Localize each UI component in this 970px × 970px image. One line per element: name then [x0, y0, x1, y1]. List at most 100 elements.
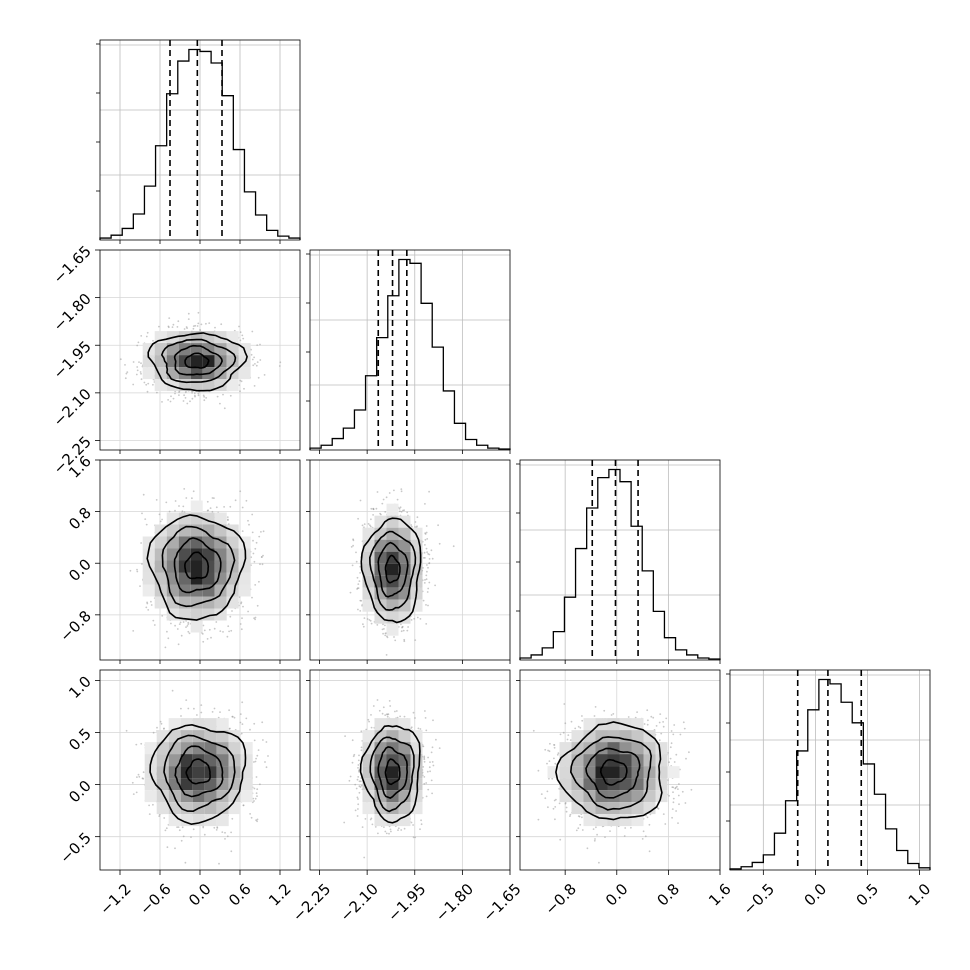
- sample-point: [228, 630, 231, 633]
- sample-point: [427, 587, 430, 590]
- sample-point: [384, 714, 387, 716]
- sample-point: [213, 826, 216, 829]
- sample-point: [182, 621, 185, 623]
- sample-point: [419, 828, 421, 831]
- sample-point: [158, 513, 161, 516]
- sample-point: [367, 523, 370, 525]
- sample-point: [259, 563, 261, 566]
- sample-point: [424, 538, 427, 541]
- density-cell: [240, 754, 253, 767]
- sample-point: [424, 579, 426, 581]
- density-cell: [386, 623, 399, 636]
- density-cell: [362, 527, 375, 540]
- density-cell: [180, 802, 193, 815]
- sample-point: [670, 730, 673, 732]
- sample-point: [205, 397, 208, 399]
- sample-point: [190, 836, 192, 838]
- sample-point: [420, 819, 422, 822]
- sample-point: [171, 689, 174, 692]
- density-cell: [362, 599, 375, 612]
- sample-point: [251, 358, 254, 361]
- density-cell: [559, 766, 572, 779]
- hist-line-2: [519, 468, 721, 660]
- density-cell: [362, 730, 375, 743]
- sample-point: [410, 821, 413, 824]
- sample-point: [548, 760, 551, 762]
- sample-point: [452, 545, 455, 548]
- y-tick-label-3-1: 0.0: [65, 777, 95, 807]
- sample-point: [169, 400, 172, 403]
- x-tick-label-0-3: 0.6: [225, 880, 255, 910]
- density-cell: [238, 584, 251, 597]
- density-cell: [142, 367, 155, 380]
- density-cell: [214, 524, 227, 537]
- sample-point: [426, 591, 429, 593]
- sample-point: [139, 371, 142, 373]
- sample-point: [424, 532, 427, 534]
- sample-point: [253, 356, 256, 359]
- sample-point: [253, 385, 256, 387]
- sample-point: [229, 394, 232, 397]
- sample-point: [147, 609, 150, 611]
- sample-point: [427, 604, 429, 607]
- sample-point: [253, 722, 256, 725]
- sample-point: [141, 563, 143, 565]
- contour-2: [369, 736, 415, 813]
- sample-point: [176, 628, 179, 630]
- sample-point: [239, 721, 242, 724]
- density-cell: [238, 367, 251, 380]
- y-tick-label-3-0: −0.5: [56, 829, 94, 867]
- sample-point: [362, 625, 365, 628]
- density-cell: [178, 608, 191, 621]
- sample-point: [125, 372, 128, 375]
- sample-point: [231, 715, 234, 718]
- sample-point: [210, 636, 212, 639]
- sample-point: [199, 328, 202, 331]
- sample-point: [84, 585, 86, 587]
- sample-point: [194, 324, 197, 327]
- sample-point: [579, 726, 582, 729]
- sample-point: [142, 493, 145, 496]
- sample-point: [163, 817, 166, 819]
- sample-point: [357, 767, 359, 769]
- sample-point: [165, 827, 168, 830]
- sample-point: [382, 623, 384, 626]
- sample-point: [664, 823, 667, 825]
- sample-point: [135, 743, 138, 746]
- sample-point: [644, 835, 647, 838]
- density-cell: [168, 766, 181, 779]
- sample-point: [360, 599, 363, 602]
- sample-point: [254, 760, 257, 763]
- sample-point: [604, 836, 606, 838]
- sample-point: [423, 756, 426, 759]
- sample-point: [394, 639, 397, 642]
- contour-1: [174, 745, 224, 798]
- sample-point: [202, 640, 205, 643]
- density-cell: [144, 754, 157, 767]
- x-tick-label-0-0: −1.2: [96, 880, 134, 918]
- sample-point: [191, 392, 194, 394]
- sample-point: [361, 826, 364, 828]
- density-cell: [631, 754, 644, 767]
- sample-point: [200, 711, 203, 714]
- sample-point: [193, 392, 196, 395]
- sample-point: [137, 773, 140, 776]
- sample-point: [642, 830, 645, 833]
- density-cell: [240, 778, 253, 791]
- sample-point: [655, 725, 658, 727]
- sample-point: [358, 580, 361, 582]
- sample-point: [191, 497, 193, 500]
- density-cell: [571, 790, 584, 803]
- sample-point: [382, 706, 385, 709]
- sample-point: [219, 711, 221, 713]
- sample-point: [646, 816, 649, 819]
- sample-point: [564, 722, 567, 725]
- sample-point: [132, 383, 135, 386]
- histogram-panel-2: [516, 459, 721, 661]
- sample-point: [238, 325, 240, 328]
- contour-2: [161, 525, 236, 608]
- density-cell: [631, 778, 644, 791]
- sample-point: [239, 331, 242, 334]
- sample-point: [248, 523, 250, 526]
- sample-point: [262, 739, 264, 741]
